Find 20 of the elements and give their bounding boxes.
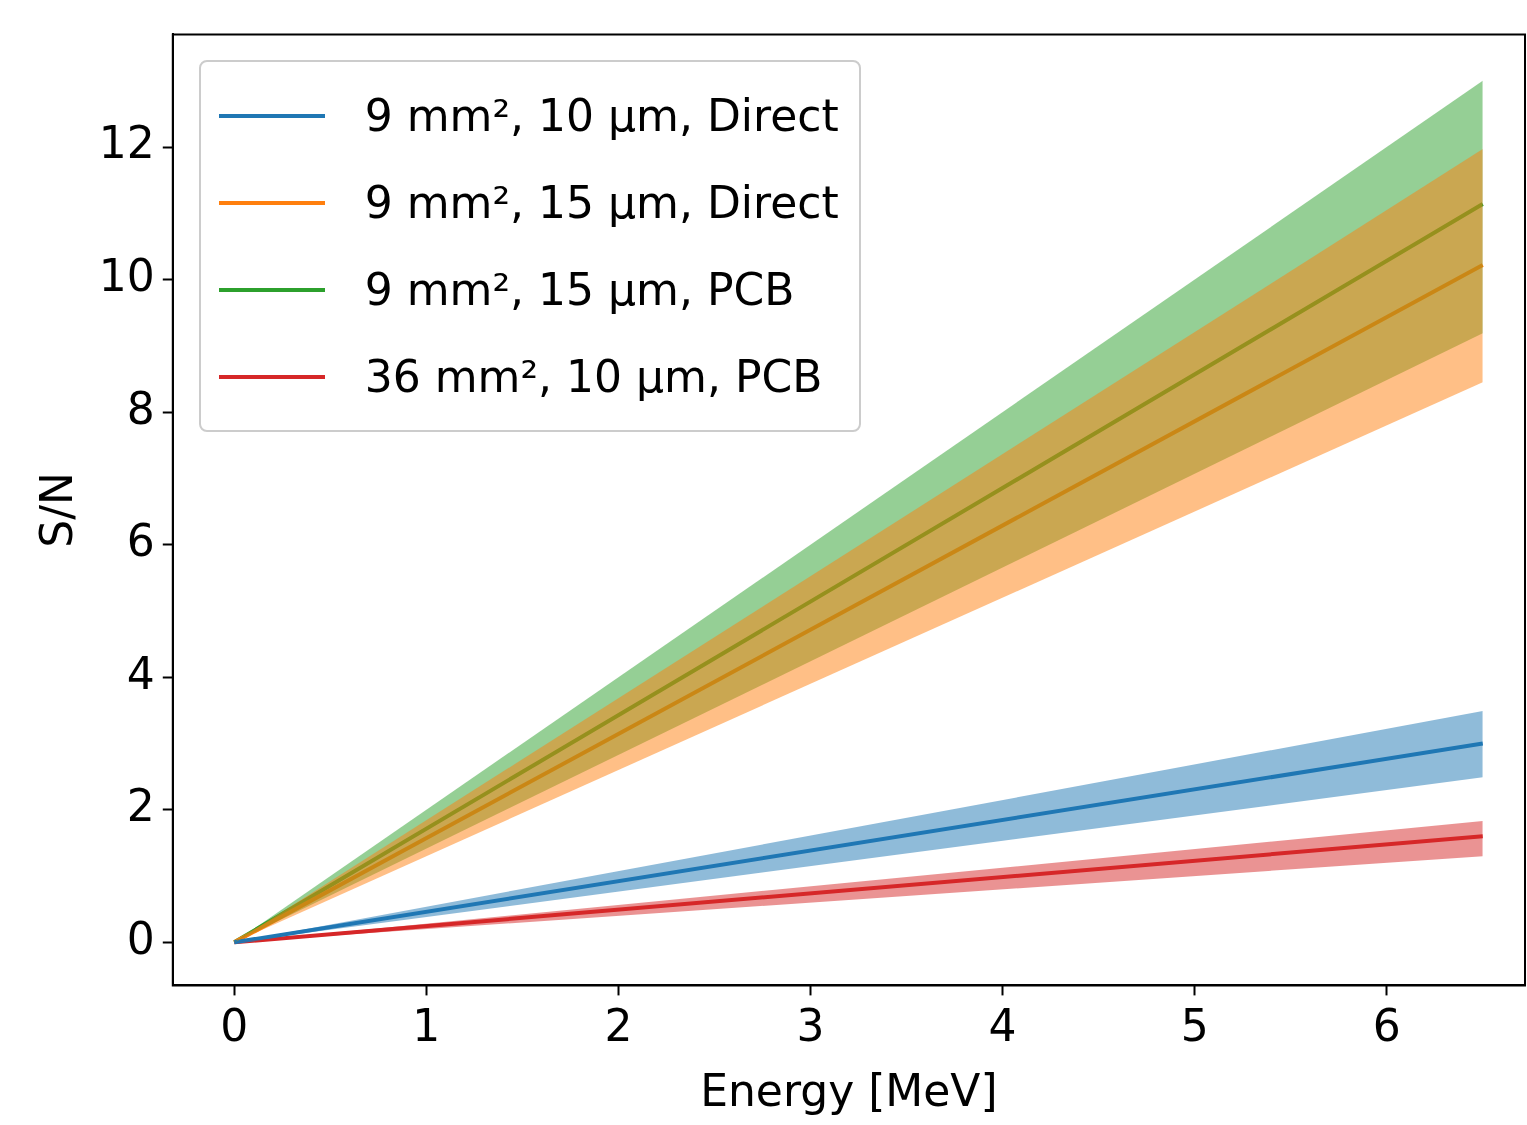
legend-label: 9 mm², 15 μm, PCB: [364, 264, 795, 316]
x-tick-label: 3: [796, 1000, 825, 1052]
y-tick-label: 10: [98, 250, 155, 302]
y-axis-title: S/N: [30, 472, 82, 548]
x-tick-label: 1: [412, 1000, 441, 1052]
x-tick-label: 2: [604, 1000, 633, 1052]
legend-label: 36 mm², 10 μm, PCB: [364, 351, 823, 403]
x-tick-label: 5: [1180, 1000, 1209, 1052]
y-tick-label: 6: [126, 515, 155, 567]
y-tick-label: 2: [126, 780, 155, 832]
x-tick-label: 0: [220, 1000, 249, 1052]
y-tick-label: 12: [98, 117, 155, 169]
x-axis-title: Energy [MeV]: [700, 1065, 998, 1117]
y-tick-label: 0: [126, 912, 155, 964]
legend-label: 9 mm², 15 μm, Direct: [364, 177, 839, 229]
y-tick-label: 4: [126, 647, 155, 699]
legend-label: 9 mm², 10 μm, Direct: [364, 90, 839, 142]
x-tick-label: 4: [988, 1000, 1017, 1052]
x-tick-label: 6: [1372, 1000, 1401, 1052]
y-tick-label: 8: [126, 382, 155, 434]
